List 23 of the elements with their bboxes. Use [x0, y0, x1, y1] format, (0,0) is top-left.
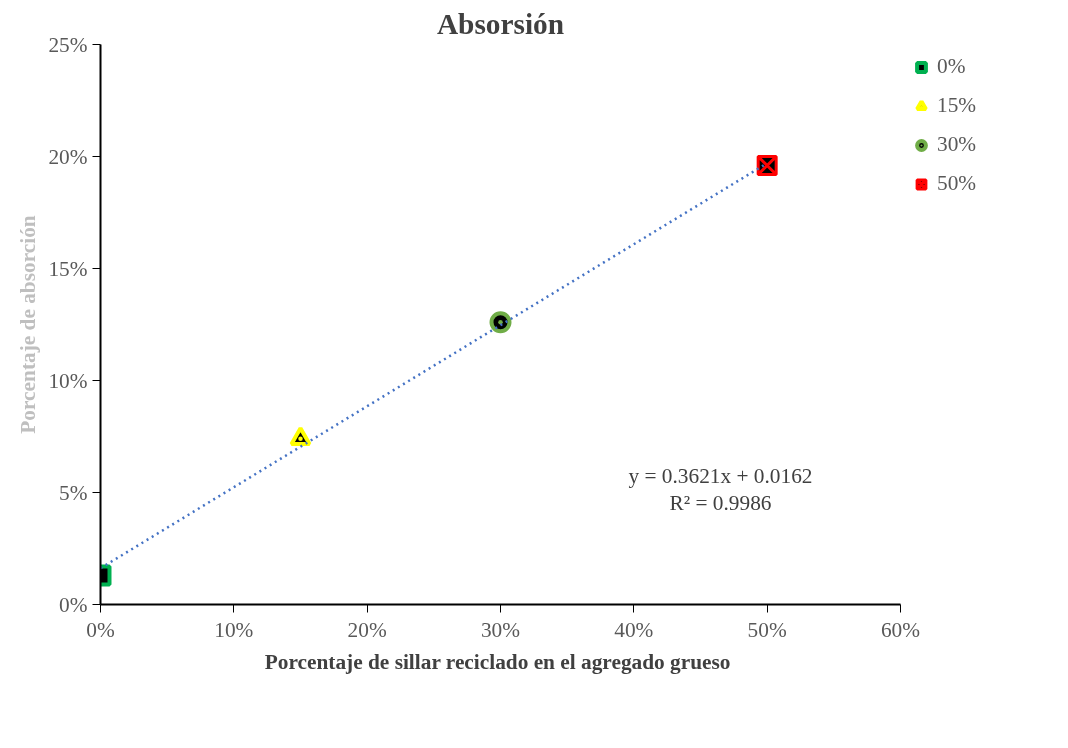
y-tick-label: 0%	[59, 592, 88, 617]
x-tick-label: 40%	[614, 617, 654, 642]
legend-label: 30%	[937, 132, 977, 157]
y-tick-label: 5%	[59, 480, 88, 505]
x-tick-label: 50%	[747, 617, 787, 642]
chart-title: Absorsión	[436, 7, 565, 40]
legend-label: 50%	[937, 171, 977, 196]
x-tick-label: 30%	[480, 617, 521, 642]
y-tick-label: 25%	[48, 32, 88, 57]
y-tick-label: 20%	[48, 144, 88, 169]
annotation: R² = 0.9986	[669, 490, 772, 515]
y-tick-label: 15%	[48, 256, 88, 281]
x-tick-label: 20%	[347, 617, 387, 642]
x-tick-label: 10%	[214, 617, 254, 642]
x-axis-title: Porcentaje de sillar reciclado en el agregado grueso	[264, 649, 731, 674]
x-tick-label: 0%	[86, 617, 115, 642]
legend-label: 15%	[937, 93, 977, 118]
y-tick-label: 10%	[48, 368, 88, 393]
legend-label: 0%	[937, 54, 966, 79]
annotation: y = 0.3621x + 0.0162	[628, 464, 813, 489]
x-tick-label: 60%	[880, 617, 921, 642]
y-axis-title: Porcentaje de absorción	[16, 215, 41, 434]
point	[489, 311, 512, 334]
